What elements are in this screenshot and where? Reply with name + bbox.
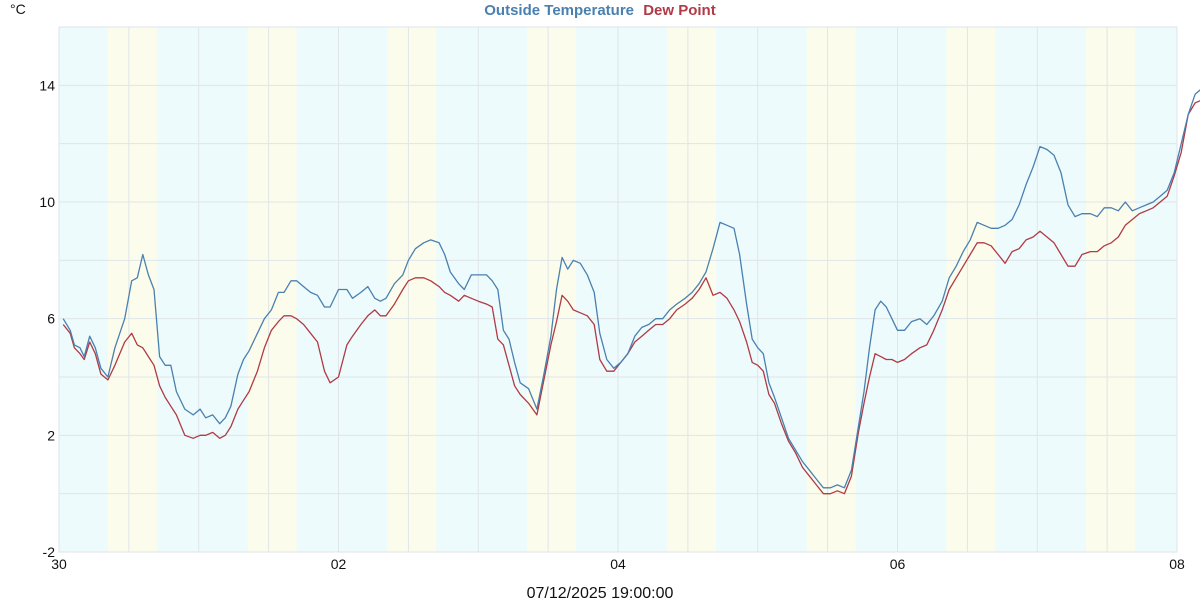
daytime-band <box>666 27 716 552</box>
y-tick-label: 14 <box>39 77 55 93</box>
legend-title: Outside Temperature Dew Point <box>484 2 715 19</box>
daytime-band <box>527 27 577 552</box>
daytime-band <box>387 27 437 552</box>
y-tick-label: 2 <box>47 427 55 443</box>
y-tick-label: 10 <box>39 194 55 210</box>
y-tick-label: 6 <box>47 311 55 327</box>
legend-outside-temperature: Outside Temperature <box>484 2 634 19</box>
x-tick-label: 30 <box>51 556 67 572</box>
grid-lines <box>58 26 1178 553</box>
series-layer <box>62 89 1200 495</box>
series-line-outside-temperature <box>62 89 1200 489</box>
x-tick-label: 06 <box>890 556 906 572</box>
x-tick-label: 04 <box>610 556 626 572</box>
x-tick-label: 02 <box>331 556 347 572</box>
footer-timestamp: 07/12/2025 19:00:00 <box>527 585 674 600</box>
unit-label: °C <box>10 1 26 17</box>
plot-frame <box>58 26 1178 553</box>
daytime-band <box>107 27 157 552</box>
y-axis-ticks: -2 2 6 10 14 <box>39 77 55 560</box>
legend-dew-point: Dew Point <box>643 2 716 19</box>
x-tick-label: 08 <box>1169 556 1185 572</box>
series-line-dew-point <box>62 100 1200 495</box>
daytime-band <box>1086 27 1136 552</box>
y-tick-label: -2 <box>43 544 56 560</box>
x-axis-ticks: 30 02 04 06 08 <box>51 556 1185 572</box>
daytime-band <box>806 27 856 552</box>
daytime-band <box>247 27 297 552</box>
daytime-band <box>946 27 996 552</box>
